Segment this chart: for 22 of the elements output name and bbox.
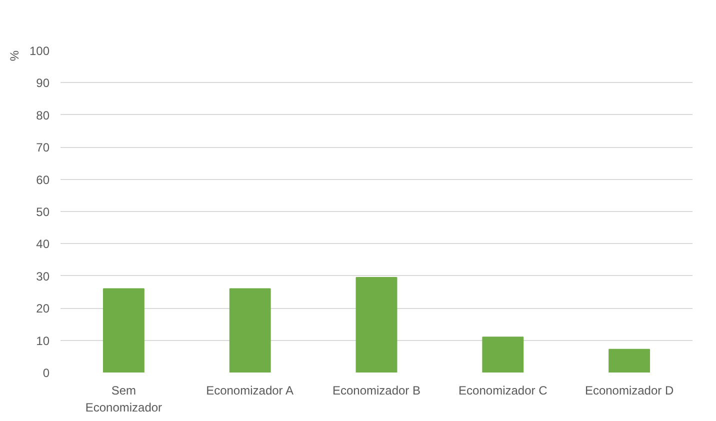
bar [356,277,398,372]
bar [229,288,271,372]
x-tick-label: Economizador A [206,384,294,398]
y-tick-label: 80 [36,108,50,122]
y-tick-label: 90 [36,76,50,90]
y-tick-label: 70 [36,140,50,155]
x-tick-label: Economizador C [458,384,548,398]
y-tick-label: 40 [36,237,50,252]
bar [482,336,524,372]
y-tick-label: 100 [29,44,50,58]
x-tick-label: Sem Economizador [85,384,162,414]
y-tick-label: 20 [36,302,50,316]
y-tick-label: 30 [36,269,50,284]
y-axis-title: % [8,50,22,62]
y-tick-label: 0 [42,366,50,380]
bar [102,288,144,372]
x-tick-label: Economizador D [584,384,674,398]
y-tick-label: 10 [36,334,50,348]
y-tick-label: 50 [36,205,50,219]
x-tick-label: Economizador B [332,384,421,398]
y-tick-label: 60 [36,172,50,187]
bar [608,348,650,372]
